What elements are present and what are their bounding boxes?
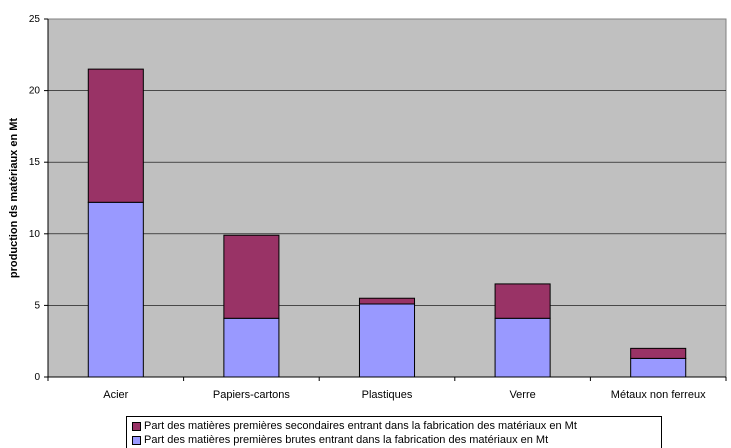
- bar-segment-secondary: [223, 234, 280, 319]
- y-tick-label: 5: [34, 300, 40, 311]
- bar-segment-raw: [87, 201, 144, 378]
- bar-segment-secondary: [87, 68, 144, 203]
- x-tick-label: Plastiques: [362, 389, 413, 401]
- bar-segment-secondary: [358, 297, 416, 305]
- y-tick-label: 0: [34, 372, 40, 383]
- bar-segment-secondary: [494, 283, 551, 319]
- legend: Part des matières premières secondaires …: [126, 416, 662, 448]
- bar-segment-raw: [494, 317, 551, 378]
- y-axis-title: production ds matériaux en Mt: [8, 118, 20, 278]
- y-tick-label: 25: [29, 14, 41, 25]
- x-tick-label: Métaux non ferreux: [611, 389, 706, 401]
- x-tick-label: Verre: [509, 389, 535, 401]
- legend-item-secondary: Part des matières premières secondaires …: [132, 419, 661, 433]
- legend-swatch-secondary: [132, 421, 141, 431]
- bar-segment-raw: [630, 357, 687, 378]
- bar-segment-raw: [223, 317, 280, 378]
- x-tick-label: Papiers-cartons: [213, 389, 291, 401]
- bar-segment-raw: [358, 303, 416, 378]
- y-tick-label: 10: [29, 229, 41, 240]
- bar-segment-secondary: [630, 347, 687, 359]
- y-tick-label: 20: [29, 86, 41, 97]
- legend-item-raw: Part des matières premières brutes entra…: [132, 433, 661, 447]
- axes: 0 5 10 15 20 25 Acier Papiers-cartons Plastiques…: [29, 14, 727, 401]
- legend-label-secondary: Part des matières premières secondaires …: [144, 420, 577, 432]
- legend-label-raw: Part des matières premières brutes entra…: [144, 434, 549, 446]
- legend-swatch-raw: [132, 435, 141, 445]
- x-tick-label: Acier: [103, 389, 128, 401]
- y-tick-label: 15: [29, 157, 41, 168]
